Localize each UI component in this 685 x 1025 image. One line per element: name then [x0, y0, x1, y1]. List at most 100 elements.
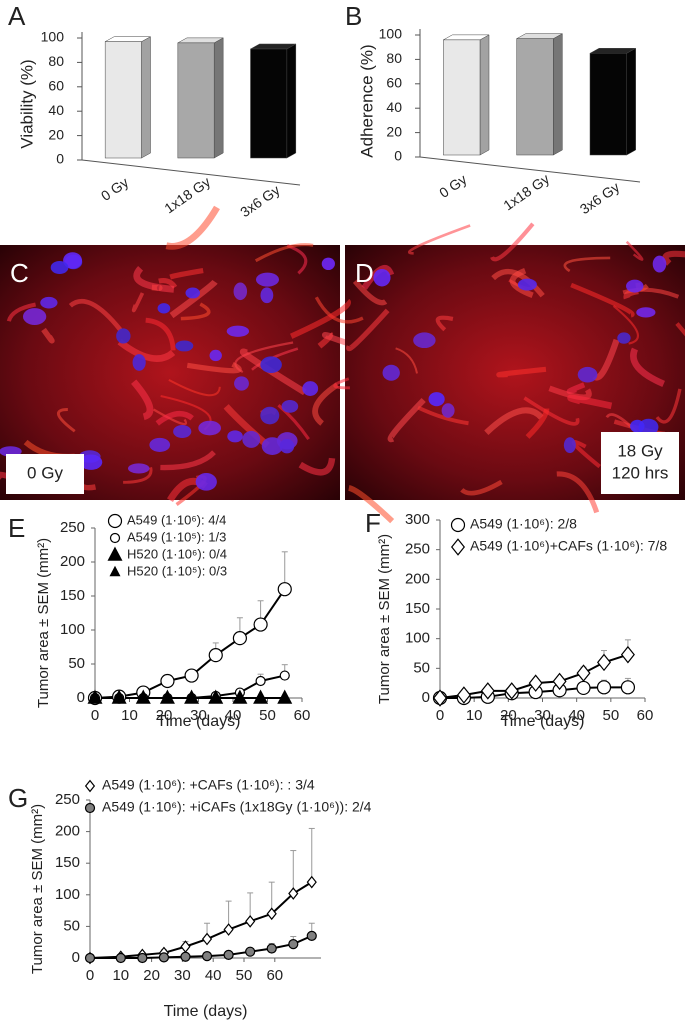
- fiber: [223, 404, 270, 449]
- marker: [161, 691, 173, 703]
- y-tick-label: 100: [379, 26, 403, 42]
- x-tick-label: 10: [466, 707, 483, 724]
- fiber: [417, 405, 469, 426]
- y-tick-label: 150: [405, 600, 430, 617]
- panel-letter: C: [10, 258, 29, 288]
- nucleus: [617, 332, 631, 344]
- nucleus: [630, 419, 645, 433]
- marker: [576, 664, 591, 682]
- marker: [84, 952, 96, 964]
- x-tick-label: 20: [500, 707, 517, 724]
- floor-line: [419, 156, 641, 183]
- marker: [253, 617, 268, 632]
- fiber: [490, 222, 535, 262]
- x-tick-label: 60: [637, 707, 654, 724]
- marker: [552, 672, 567, 691]
- nucleus: [563, 437, 576, 454]
- marker: [288, 887, 299, 900]
- marker: [245, 914, 256, 928]
- marker: [266, 943, 277, 954]
- bar: [443, 39, 481, 156]
- fiber: [612, 305, 639, 345]
- fiber: [169, 279, 218, 319]
- fiber: [165, 205, 220, 250]
- y-axis-label: Tumor area ± SEM (mm²): [376, 534, 393, 704]
- y-tick-label: 20: [48, 126, 64, 142]
- legend-marker: [107, 546, 123, 561]
- x-tick-label: 50: [259, 707, 276, 724]
- x-tick-label: 3x6 Gy: [577, 179, 623, 218]
- nucleus: [0, 446, 22, 457]
- y-tick-label: 100: [60, 621, 85, 638]
- fiber: [347, 485, 395, 524]
- y-tick-label: 20: [386, 123, 402, 139]
- fiber: [509, 268, 534, 298]
- x-tick-label: 40: [205, 967, 222, 984]
- x-tick-label: 20: [156, 707, 173, 724]
- y-tick-label: 60: [48, 78, 64, 94]
- panel-letter: E: [8, 513, 25, 543]
- nucleus: [50, 260, 69, 274]
- legend-marker: [84, 779, 96, 793]
- nucleus: [517, 278, 537, 291]
- marker: [245, 946, 256, 957]
- x-tick-label: 30: [174, 967, 191, 984]
- nucleus: [157, 303, 171, 314]
- fiber: [234, 341, 294, 373]
- bar: [250, 48, 288, 159]
- marker: [113, 691, 125, 703]
- y-tick-label: 80: [386, 50, 402, 66]
- micrograph: D 18 Gy 120 hrs: [290, 222, 685, 524]
- fiber: [168, 378, 221, 397]
- fiber: [57, 408, 76, 433]
- marker: [223, 923, 234, 936]
- bar-side: [479, 34, 490, 156]
- nucleus: [255, 272, 280, 287]
- x-tick-label: 0: [91, 707, 99, 724]
- marker: [210, 691, 222, 703]
- caption-box: [6, 454, 84, 494]
- legend-marker: [109, 565, 121, 577]
- x-tick-label: 60: [266, 967, 283, 984]
- fiber: [277, 403, 310, 440]
- x-tick-label: 0 Gy: [98, 174, 131, 204]
- panel-letter: A: [8, 1, 26, 31]
- fiber: [131, 379, 154, 421]
- y-tick-label: 200: [55, 823, 80, 840]
- nucleus: [233, 282, 248, 301]
- bar-side: [626, 47, 636, 156]
- legend-marker: [107, 513, 123, 529]
- fiber: [496, 366, 547, 378]
- fiber: [180, 302, 211, 321]
- x-tick-label: 40: [225, 707, 242, 724]
- nucleus: [79, 454, 103, 470]
- x-tick-label: 0: [86, 967, 94, 984]
- fiber: [570, 282, 635, 318]
- marker: [306, 875, 317, 889]
- x-axis-label: Time (days): [501, 713, 585, 730]
- marker: [279, 691, 291, 703]
- bar-side: [286, 43, 297, 159]
- marker: [180, 940, 191, 953]
- nucleus: [260, 287, 274, 304]
- y-tick-label: 150: [60, 587, 85, 604]
- y-axis-label: Adherence (%): [357, 44, 376, 157]
- fiber: [6, 302, 37, 322]
- legend-marker: [109, 532, 121, 544]
- panel-letter: D: [355, 258, 374, 288]
- y-tick-label: 250: [60, 519, 85, 536]
- y-tick-label: 250: [55, 791, 80, 808]
- nucleus: [149, 437, 171, 452]
- fiber: [133, 265, 175, 293]
- nucleus: [626, 279, 644, 293]
- y-axis-label: Viability (%): [17, 59, 36, 148]
- marker: [234, 691, 246, 703]
- marker: [279, 670, 290, 681]
- x-axis-label: Time (days): [157, 713, 241, 730]
- fiber: [625, 240, 644, 261]
- marker: [306, 930, 317, 941]
- y-axis-label: Tumor area ± SEM (mm²): [35, 538, 52, 708]
- nucleus: [40, 296, 58, 309]
- marker: [137, 952, 148, 964]
